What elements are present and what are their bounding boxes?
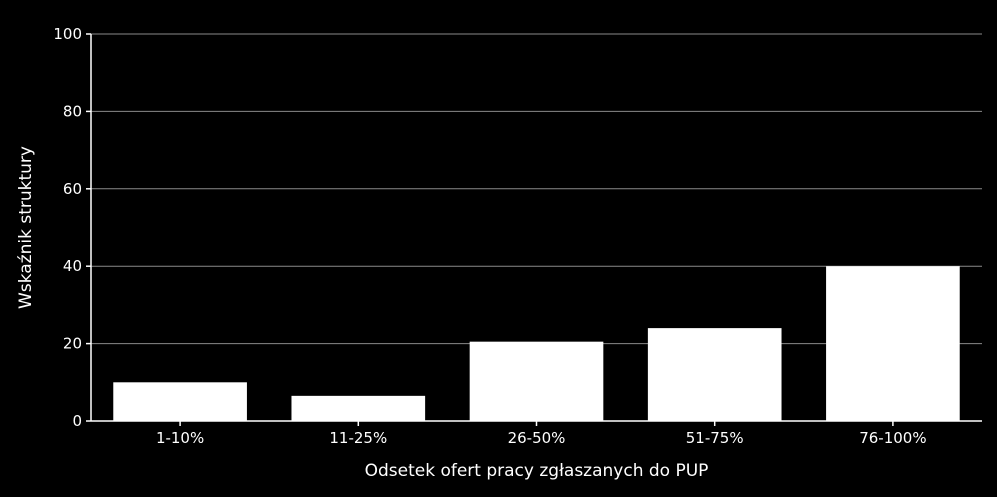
axis-layer — [90, 34, 982, 422]
bar-1-10pct — [113, 382, 247, 421]
x-tick-label: 51-75% — [686, 429, 744, 447]
y-tick-label: 80 — [63, 102, 82, 120]
bar-26-50pct — [469, 341, 604, 421]
y-axis-title: Wskaźnik struktury — [16, 146, 36, 309]
bar-76-100pct — [826, 266, 960, 421]
y-tick-label: 20 — [63, 335, 82, 353]
y-tick-label: 40 — [63, 257, 82, 275]
x-tick-label: 26-50% — [508, 429, 566, 447]
label-layer: 0 20 40 60 80 100 1-10% 11-25% 26-50% 51-75% 76-10… — [53, 25, 926, 447]
bar-layer — [113, 266, 960, 421]
x-tick-label: 11-25% — [329, 429, 387, 447]
x-tick-label: 1-10% — [156, 429, 204, 447]
y-tick-label: 0 — [72, 412, 82, 430]
y-tick-label: 60 — [63, 180, 82, 198]
bar-51-75pct — [647, 328, 782, 421]
y-tick-label: 100 — [53, 25, 82, 43]
x-tick-label: 76-100% — [859, 429, 926, 447]
bar-11-25pct — [291, 395, 426, 421]
x-axis-title: Odsetek ofert pracy zgłaszanych do PUP — [365, 461, 709, 481]
